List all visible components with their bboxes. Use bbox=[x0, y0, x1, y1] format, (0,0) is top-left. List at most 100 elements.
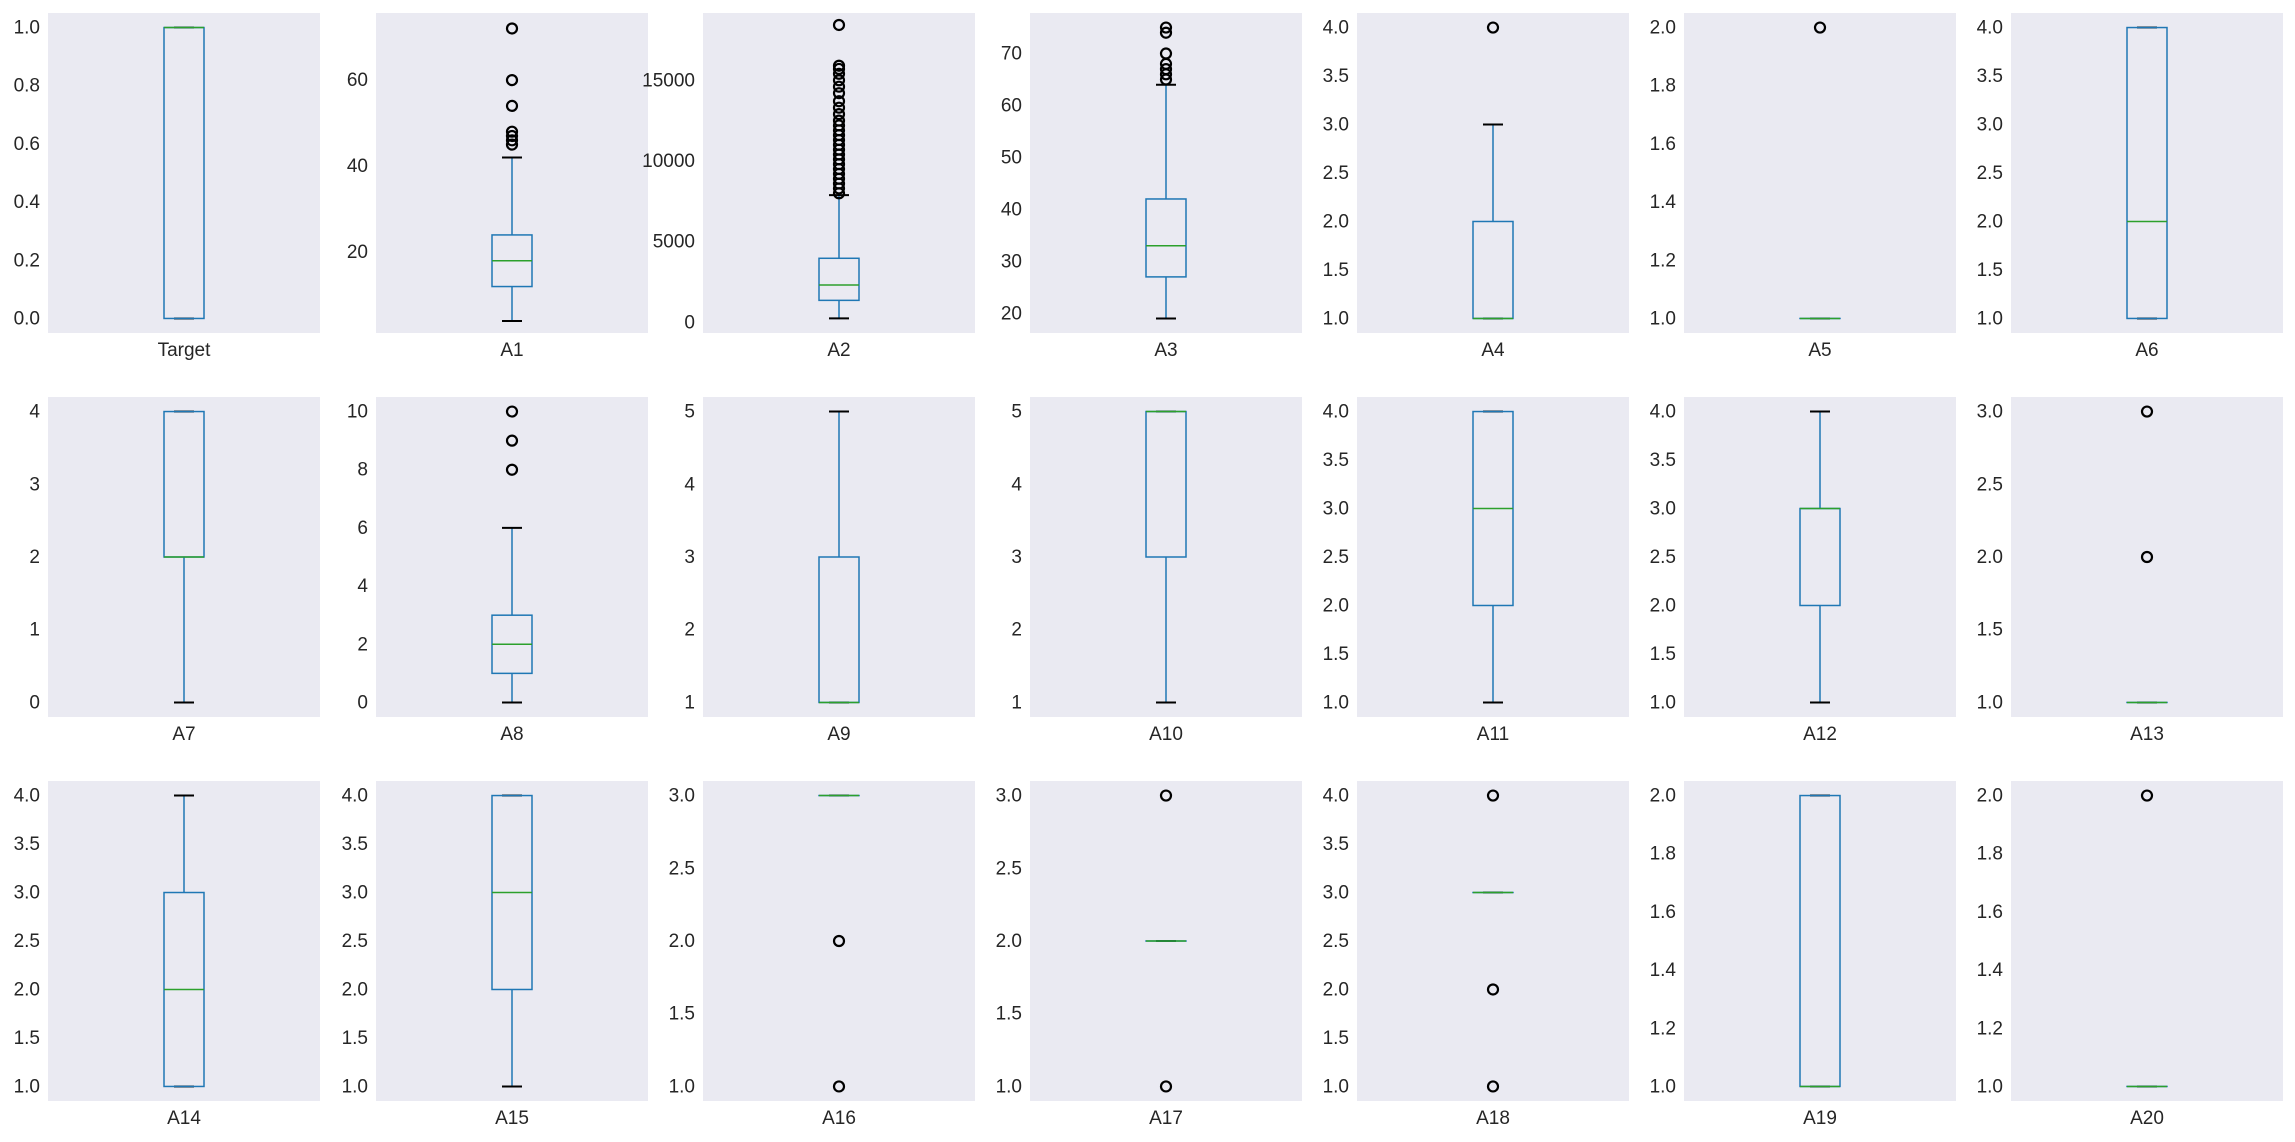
y-tick-label: 3.5 bbox=[1977, 66, 2003, 87]
boxplot-panel-a12: 1.0 1.5 2.0 2.5 3.0 3.5 4.0 A12 bbox=[1624, 397, 1956, 757]
y-tick-label: 1.0 bbox=[996, 1076, 1022, 1097]
y-tick-label: 1.4 bbox=[1650, 192, 1677, 213]
y-tick-label: 2 bbox=[29, 547, 40, 568]
y-tick-label: 2.5 bbox=[1323, 931, 1349, 952]
y-tick-label: 4.0 bbox=[14, 786, 40, 807]
y-tick-label: 5 bbox=[1011, 402, 1022, 423]
plot-area bbox=[1684, 781, 1956, 1101]
y-tick-label: 1.0 bbox=[669, 1076, 695, 1097]
y-tick-label: 4.0 bbox=[1650, 402, 1676, 423]
boxplot-panel-a14: 1.0 1.5 2.0 2.5 3.0 3.5 4.0 A14 bbox=[0, 781, 320, 1141]
x-category-label: A3 bbox=[1154, 340, 1177, 361]
y-tick-label: 3 bbox=[1011, 547, 1022, 568]
y-tick-label: 3.0 bbox=[342, 883, 368, 904]
outlier-point bbox=[1486, 1080, 1500, 1093]
y-tick-label: 1.0 bbox=[342, 1076, 368, 1097]
y-tick-label: 3.5 bbox=[14, 834, 40, 855]
y-tick-label: 1.6 bbox=[1650, 134, 1676, 155]
outlier-point bbox=[2140, 789, 2154, 802]
y-tick-label: 3.5 bbox=[1323, 450, 1349, 471]
boxplot-svg-a4: 1.0 1.5 2.0 2.5 3.0 3.5 4.0 A4 bbox=[1323, 13, 1629, 361]
boxplot-svg-a5: 1.0 1.2 1.4 1.6 1.8 2.0 A5 bbox=[1650, 13, 1956, 361]
boxplot-svg-a20: 1.0 1.2 1.4 1.6 1.8 2.0 A20 bbox=[1977, 781, 2283, 1129]
y-tick-label: 2.0 bbox=[1323, 595, 1349, 616]
boxplot-svg-a6: 1.0 1.5 2.0 2.5 3.0 3.5 4.0 A6 bbox=[1977, 13, 2283, 361]
y-tick-label: 3.0 bbox=[669, 786, 695, 807]
y-tick-label: 30 bbox=[1001, 251, 1022, 272]
y-tick-label: 2.0 bbox=[996, 931, 1022, 952]
y-tick-label: 1.2 bbox=[1650, 1018, 1676, 1039]
y-tick-label: 2 bbox=[684, 620, 695, 641]
boxplot-panel-a4: 1.0 1.5 2.0 2.5 3.0 3.5 4.0 A4 bbox=[1297, 13, 1629, 373]
boxplot-panel-a5: 1.0 1.2 1.4 1.6 1.8 2.0 A5 bbox=[1624, 13, 1956, 373]
y-tick-label: 4 bbox=[1011, 474, 1022, 495]
boxplot-panel-a19: 1.0 1.2 1.4 1.6 1.8 2.0 A19 bbox=[1624, 781, 1956, 1141]
x-category-label: Target bbox=[158, 340, 212, 361]
y-tick-label: 3 bbox=[29, 474, 40, 495]
y-tick-label: 2.5 bbox=[342, 931, 368, 952]
boxplot-svg-a13: 1.0 1.5 2.0 2.5 3.0 A13 bbox=[1977, 397, 2283, 745]
outlier-point bbox=[832, 119, 846, 132]
x-category-label: A11 bbox=[1477, 724, 1509, 745]
plot-area bbox=[2011, 781, 2283, 1101]
y-tick-label: 3.0 bbox=[1323, 883, 1349, 904]
y-tick-label: 1.6 bbox=[1650, 902, 1676, 923]
y-tick-label: 2 bbox=[357, 634, 368, 655]
boxplot-svg-a12: 1.0 1.5 2.0 2.5 3.0 3.5 4.0 A12 bbox=[1650, 397, 1956, 745]
y-tick-label: 3.0 bbox=[1977, 115, 2003, 136]
plot-area bbox=[703, 781, 975, 1101]
y-tick-label: 2.0 bbox=[1977, 547, 2003, 568]
outlier-point bbox=[832, 74, 846, 87]
outlier-point bbox=[832, 108, 846, 121]
y-tick-label: 0.4 bbox=[14, 192, 41, 213]
y-tick-label: 0.2 bbox=[14, 250, 40, 271]
y-tick-label: 3.0 bbox=[1977, 402, 2003, 423]
y-tick-label: 3.0 bbox=[1323, 499, 1349, 520]
outlier-point bbox=[2140, 405, 2154, 418]
outlier-point bbox=[505, 405, 519, 418]
y-tick-label: 2.0 bbox=[1650, 595, 1676, 616]
y-tick-label: 2.5 bbox=[1323, 547, 1349, 568]
y-tick-label: 3.0 bbox=[1650, 499, 1676, 520]
outlier-point bbox=[832, 95, 846, 108]
outlier-point bbox=[1159, 1080, 1173, 1093]
y-tick-label: 2.0 bbox=[1323, 979, 1349, 1000]
x-category-label: A5 bbox=[1808, 340, 1831, 361]
y-tick-label: 0 bbox=[357, 692, 368, 713]
y-tick-label: 3.0 bbox=[1323, 115, 1349, 136]
y-tick-label: 4.0 bbox=[1323, 402, 1349, 423]
outlier-point bbox=[1159, 47, 1173, 60]
y-tick-label: 1.0 bbox=[1650, 692, 1676, 713]
x-category-label: A10 bbox=[1149, 724, 1183, 745]
boxplot-panel-a3: 20 30 40 50 60 70 A3 bbox=[970, 13, 1302, 373]
boxplot-panel-a16: 1.0 1.5 2.0 2.5 3.0 A16 bbox=[643, 781, 975, 1141]
y-tick-label: 0 bbox=[684, 312, 695, 333]
boxplot-svg-a7: 0 1 2 3 4 A7 bbox=[29, 397, 320, 745]
plot-area bbox=[2011, 397, 2283, 717]
outlier-point bbox=[505, 129, 519, 143]
y-tick-label: 4 bbox=[684, 474, 695, 495]
y-tick-label: 40 bbox=[1001, 199, 1022, 220]
boxplot-panel-a10: 1 2 3 4 5 A10 bbox=[970, 397, 1302, 757]
outlier-point bbox=[1486, 21, 1500, 34]
y-tick-label: 2.5 bbox=[1650, 547, 1676, 568]
y-tick-label: 2.0 bbox=[1650, 18, 1676, 39]
boxplot-svg-a10: 1 2 3 4 5 A10 bbox=[1011, 397, 1302, 745]
y-tick-label: 1.5 bbox=[669, 1004, 695, 1025]
y-tick-label: 3.5 bbox=[1323, 66, 1349, 87]
x-category-label: A13 bbox=[2130, 724, 2164, 745]
outlier-point bbox=[1159, 789, 1173, 802]
outlier-point bbox=[1813, 21, 1827, 34]
y-tick-label: 1.0 bbox=[1977, 1076, 2003, 1097]
boxplot-svg-a14: 1.0 1.5 2.0 2.5 3.0 3.5 4.0 A14 bbox=[14, 781, 320, 1129]
y-tick-label: 1.0 bbox=[1323, 692, 1349, 713]
y-tick-label: 1.0 bbox=[1977, 308, 2003, 329]
y-tick-label: 3.5 bbox=[1650, 450, 1676, 471]
y-tick-label: 1.2 bbox=[1977, 1018, 2003, 1039]
outlier-point bbox=[832, 101, 846, 114]
boxplot-panel-target: 0.0 0.2 0.4 0.6 0.8 1.0 Target bbox=[0, 13, 320, 373]
y-tick-label: 1.8 bbox=[1650, 844, 1676, 865]
y-tick-label: 1.0 bbox=[1650, 1076, 1676, 1097]
y-tick-label: 0.0 bbox=[14, 308, 40, 329]
